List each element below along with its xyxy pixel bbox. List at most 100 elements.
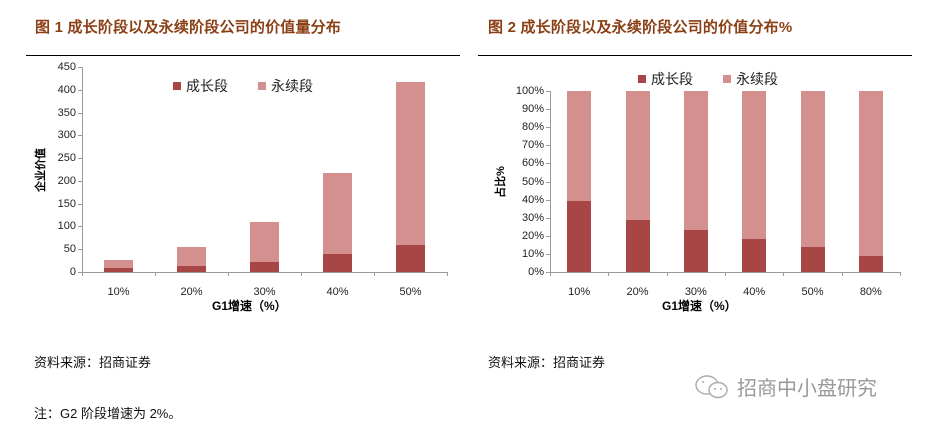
bar-segment-perpetual	[742, 91, 767, 240]
y-tick	[546, 163, 550, 165]
y-axis	[550, 91, 551, 272]
legend-swatch	[258, 82, 266, 90]
y-axis	[82, 67, 83, 272]
bar-segment-growth	[742, 239, 767, 272]
stacked-bar	[800, 91, 825, 272]
stacked-bar	[250, 221, 279, 272]
bar-segment-growth	[683, 230, 708, 272]
bar-segment-growth	[323, 254, 352, 272]
bar-segment-perpetual	[396, 82, 425, 245]
y-tick-label: 60%	[521, 157, 544, 170]
x-tick	[550, 272, 551, 276]
y-tick-label: 80%	[521, 121, 544, 134]
bar-segment-growth	[567, 201, 592, 272]
y-tick-label: 250	[57, 152, 76, 165]
x-tick	[374, 272, 375, 276]
y-tick	[546, 199, 550, 201]
y-tick	[546, 109, 550, 111]
y-tick	[546, 272, 550, 273]
stacked-bar	[396, 82, 425, 272]
watermark: 招商中小盘研究	[693, 372, 877, 401]
y-tick-label: 400	[57, 83, 76, 96]
y-tick-label: 30%	[521, 211, 544, 224]
y-tick	[546, 253, 550, 255]
y-axis-title: 占比%	[494, 165, 507, 198]
y-tick-label: 90%	[521, 103, 544, 116]
stacked-bar	[567, 91, 592, 272]
bar-segment-perpetual	[683, 91, 708, 231]
x-tick	[783, 272, 785, 276]
y-tick	[546, 235, 550, 237]
y-tick	[546, 91, 550, 92]
x-tick	[900, 272, 901, 276]
y-tick	[78, 158, 82, 160]
legend-item-perpetual: 永续段	[723, 69, 778, 89]
legend-item-growth: 成长段	[173, 76, 228, 96]
x-tick-label: 30%	[684, 286, 707, 298]
y-tick-label: 150	[57, 197, 76, 210]
bar-segment-perpetual	[177, 246, 206, 267]
legend: 成长段 永续段	[173, 76, 343, 96]
legend-swatch	[173, 82, 181, 90]
legend-label: 永续段	[736, 71, 778, 87]
y-tick	[546, 217, 550, 219]
stacked-bar	[323, 173, 352, 272]
x-tick	[82, 272, 83, 276]
y-tick-label: 300	[57, 129, 76, 142]
bar-segment-growth	[250, 261, 279, 272]
x-tick-label: 50%	[399, 286, 422, 298]
y-tick-label: 70%	[521, 139, 544, 152]
x-axis-title: G1增速（%）	[662, 299, 737, 313]
bar-segment-growth	[800, 246, 825, 272]
bar-segment-perpetual	[800, 91, 825, 247]
y-tick	[78, 89, 82, 91]
x-axis-title: G1增速（%）	[212, 299, 287, 313]
x-tick	[725, 272, 726, 276]
x-tick	[447, 272, 448, 276]
x-tick	[841, 272, 843, 276]
y-tick	[78, 272, 82, 273]
x-tick	[666, 272, 668, 276]
y-tick	[78, 112, 82, 114]
legend-label: 永续段	[271, 78, 313, 94]
y-tick	[546, 181, 550, 183]
stacked-bar	[177, 246, 206, 272]
x-tick	[301, 272, 302, 276]
x-tick-label: 30%	[253, 286, 276, 298]
x-tick-label: 40%	[326, 286, 349, 298]
legend-label: 成长段	[186, 78, 228, 94]
figure1-note: 注：G2 阶段增速为 2%。	[34, 406, 182, 421]
y-tick-label: 40%	[521, 193, 544, 206]
stacked-bar	[683, 91, 708, 272]
x-tick-label: 20%	[626, 286, 649, 298]
bar-segment-perpetual	[250, 221, 279, 262]
y-tick-label: 0%	[528, 266, 544, 278]
y-tick	[78, 180, 82, 182]
y-tick-label: 20%	[521, 229, 544, 242]
x-tick-label: 20%	[180, 286, 203, 298]
y-tick-label: 100%	[515, 85, 544, 97]
bar-segment-growth	[625, 219, 650, 272]
bar-segment-perpetual	[567, 91, 592, 202]
bar-segment-perpetual	[104, 260, 133, 268]
legend: 成长段 永续段	[638, 69, 808, 89]
legend-item-perpetual: 永续段	[258, 76, 313, 96]
x-tick	[228, 272, 229, 276]
y-tick	[546, 145, 550, 147]
y-tick-label: 50%	[521, 175, 544, 188]
figure2-source: 资料来源：招商证券	[488, 355, 606, 370]
legend-label: 成长段	[651, 71, 693, 87]
x-tick-label: 80%	[859, 286, 882, 298]
bar-segment-growth	[858, 255, 883, 272]
y-tick	[78, 135, 82, 137]
bar-segment-perpetual	[858, 91, 883, 256]
stacked-bar	[104, 260, 133, 272]
x-tick-label: 50%	[801, 286, 824, 298]
legend-swatch	[638, 75, 646, 83]
y-tick	[78, 67, 82, 68]
x-tick-label: 10%	[568, 286, 591, 298]
x-tick	[155, 272, 156, 276]
y-tick-label: 350	[57, 106, 76, 119]
y-tick	[78, 249, 82, 251]
bar-segment-perpetual	[323, 173, 352, 255]
